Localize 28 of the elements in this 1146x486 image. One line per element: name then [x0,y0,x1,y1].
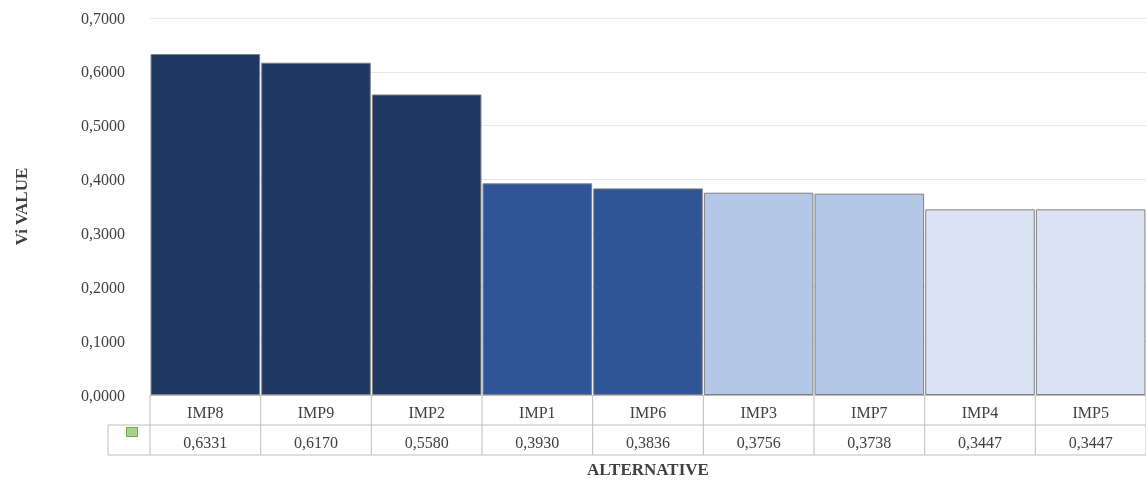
x-tick-label: IMP3 [740,403,777,421]
data-label: 0,3756 [736,433,781,451]
data-label: 0,3447 [958,433,1002,451]
data-label: 0,5580 [404,433,449,451]
y-tick-label: 0,1000 [81,332,125,350]
x-tick-label: IMP7 [851,403,888,421]
y-tick-label: 0,5000 [81,117,125,135]
x-tick-label: IMP4 [961,403,999,421]
data-label: 0,3930 [515,433,560,451]
y-axis-title: Vi VALUE [12,167,31,246]
x-tick-label: IMP1 [519,403,556,421]
x-tick-label: IMP2 [408,403,445,421]
x-tick-label: IMP8 [187,403,224,421]
data-label: 0,3447 [1068,433,1113,451]
x-tick-label: IMP9 [297,403,335,421]
data-label: 0,6170 [294,433,338,451]
y-tick-label: 0,3000 [81,224,125,242]
data-label: 0,3836 [626,433,670,451]
y-tick-label: 0,6000 [81,63,125,81]
y-tick-label: 0,0000 [81,386,125,404]
x-tick-label: IMP6 [629,403,667,421]
x-axis-title: ALTERNATIVE [587,460,709,479]
x-tick-label: IMP5 [1072,403,1109,421]
y-tick-label: 0,4000 [81,171,125,189]
y-tick-label: 0,7000 [81,9,125,27]
data-label: 0,3738 [847,433,892,451]
data-label: 0,6331 [183,433,228,451]
y-tick-label: 0,2000 [81,278,125,296]
